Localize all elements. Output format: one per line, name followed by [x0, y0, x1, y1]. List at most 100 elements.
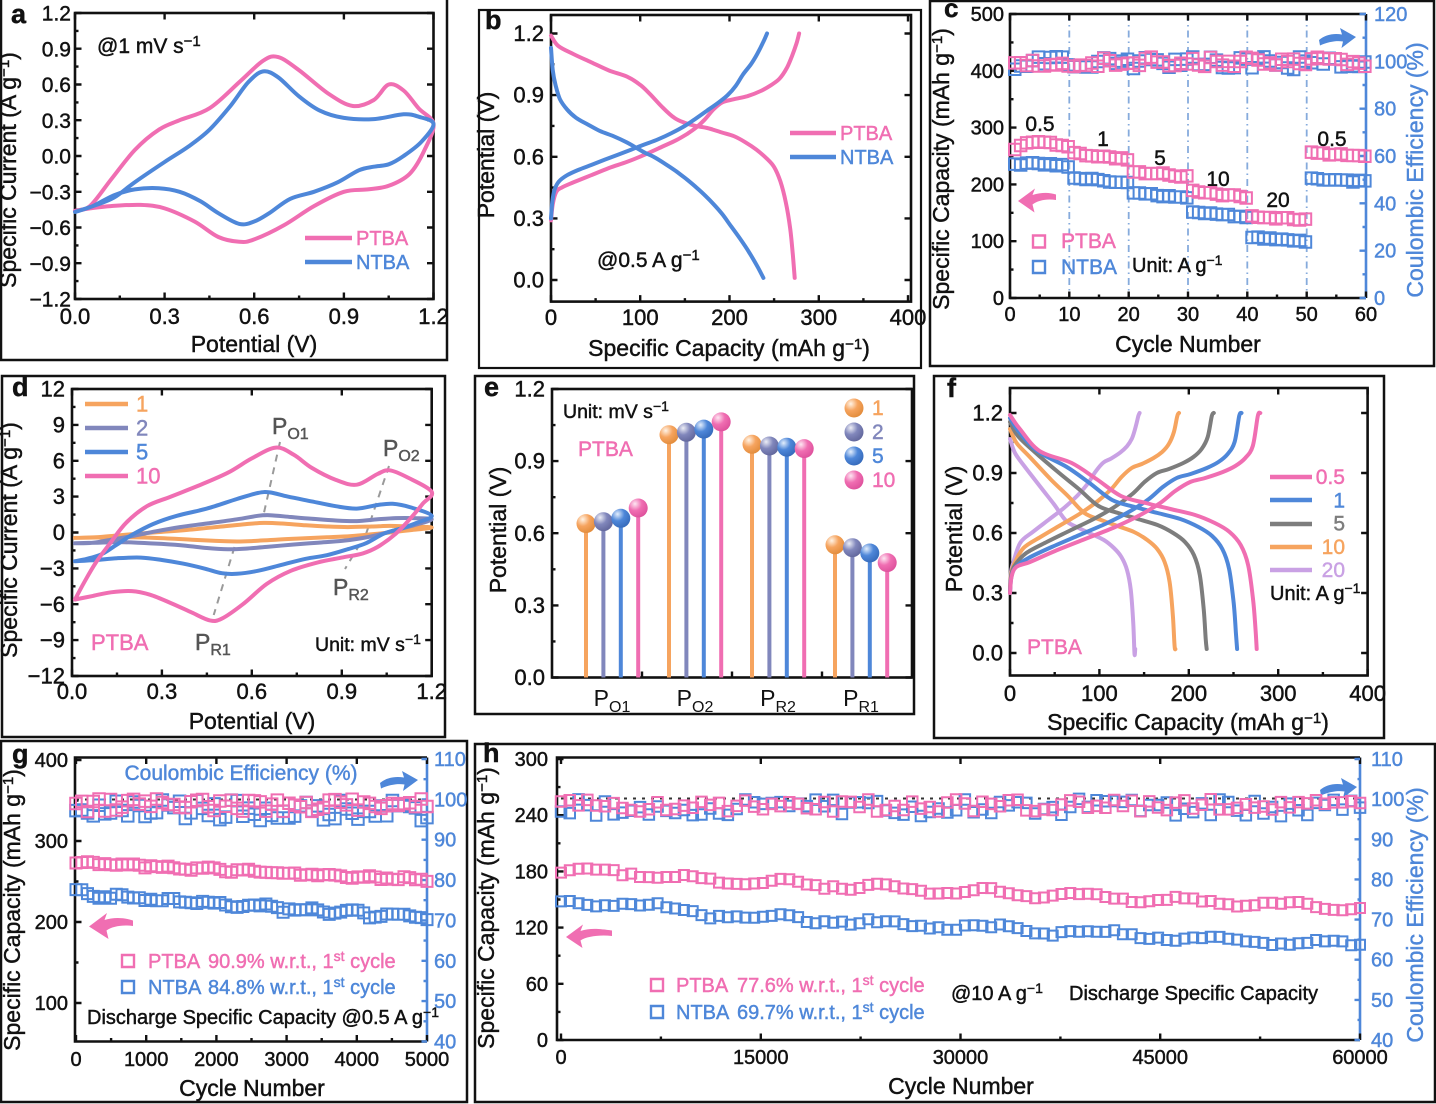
svg-text:69.7% w.r.t., 1st cycle: 69.7% w.r.t., 1st cycle: [737, 999, 925, 1024]
svg-text:−3: −3: [40, 556, 65, 581]
svg-text:200: 200: [711, 305, 748, 330]
svg-text:300: 300: [1260, 681, 1297, 706]
svg-text:0.9: 0.9: [972, 461, 1003, 486]
svg-text:300: 300: [800, 305, 837, 330]
svg-text:20: 20: [1118, 304, 1140, 326]
svg-text:1.2: 1.2: [42, 3, 71, 26]
svg-text:60: 60: [434, 951, 456, 973]
svg-text:d: d: [12, 372, 29, 402]
svg-text:−12: −12: [28, 664, 65, 689]
svg-text:NTBA: NTBA: [148, 977, 202, 999]
svg-text:120: 120: [515, 918, 548, 940]
svg-text:0: 0: [545, 305, 557, 330]
svg-text:0.9: 0.9: [513, 83, 544, 108]
svg-text:PR1: PR1: [195, 629, 231, 659]
svg-text:100: 100: [35, 993, 68, 1015]
svg-text:Specific Capacity (mAh g−1): Specific Capacity (mAh g−1): [0, 769, 25, 1051]
svg-text:0.3: 0.3: [42, 110, 71, 133]
svg-text:200: 200: [35, 912, 68, 934]
svg-text:Specific Capacity (mAh g−1): Specific Capacity (mAh g−1): [473, 767, 499, 1049]
svg-text:60: 60: [1371, 950, 1393, 972]
svg-text:1: 1: [136, 392, 148, 417]
svg-text:0.9: 0.9: [42, 38, 71, 61]
svg-text:NTBA: NTBA: [356, 252, 410, 274]
svg-text:1.2: 1.2: [513, 21, 544, 46]
svg-text:0.3: 0.3: [149, 304, 180, 329]
svg-text:PTBA: PTBA: [91, 630, 149, 655]
svg-text:b: b: [485, 5, 502, 35]
svg-text:Cycle Number: Cycle Number: [179, 1075, 325, 1101]
svg-text:400: 400: [890, 305, 927, 330]
svg-text:f: f: [947, 373, 957, 403]
svg-text:@10 A g−1: @10 A g−1: [951, 980, 1043, 1005]
svg-text:84.8% w.r.t., 1st cycle: 84.8% w.r.t., 1st cycle: [208, 974, 396, 999]
svg-text:70: 70: [1371, 910, 1393, 932]
svg-text:PTBA: PTBA: [578, 438, 633, 461]
svg-text:0.6: 0.6: [237, 679, 268, 704]
svg-text:e: e: [484, 372, 499, 402]
svg-text:PTBA: PTBA: [840, 123, 893, 145]
svg-text:1.2: 1.2: [416, 679, 447, 704]
svg-text:50: 50: [1371, 990, 1393, 1012]
svg-text:0.9: 0.9: [514, 449, 545, 474]
svg-text:0: 0: [537, 1030, 548, 1052]
svg-text:Discharge Specific Capacity: Discharge Specific Capacity: [1069, 983, 1318, 1005]
svg-text:Specific Capacity (mAh g−1): Specific Capacity (mAh g−1): [928, 28, 954, 310]
svg-text:5: 5: [1154, 147, 1166, 170]
svg-text:Potential (V): Potential (V): [473, 92, 499, 219]
svg-text:200: 200: [1170, 681, 1207, 706]
svg-text:77.6% w.r.t., 1st cycle: 77.6% w.r.t., 1st cycle: [737, 972, 925, 997]
svg-text:240: 240: [515, 805, 548, 827]
svg-text:100: 100: [1081, 681, 1118, 706]
svg-text:c: c: [944, 0, 958, 23]
svg-text:100: 100: [434, 789, 467, 811]
svg-text:PTBA: PTBA: [148, 951, 201, 973]
svg-text:2: 2: [136, 416, 148, 441]
svg-text:90.9% w.r.t., 1st cycle: 90.9% w.r.t., 1st cycle: [208, 948, 396, 973]
svg-text:2: 2: [872, 421, 884, 444]
svg-text:20: 20: [1322, 559, 1345, 582]
svg-text:60: 60: [526, 974, 548, 996]
svg-text:300: 300: [971, 118, 1004, 140]
svg-text:1000: 1000: [124, 1049, 169, 1071]
svg-text:30000: 30000: [933, 1047, 989, 1069]
svg-text:100: 100: [1371, 789, 1404, 811]
svg-text:10: 10: [1058, 304, 1080, 326]
svg-text:Specific Capacity (mAh g−1): Specific Capacity (mAh g−1): [1047, 709, 1329, 735]
svg-text:90: 90: [434, 830, 456, 852]
svg-text:0.3: 0.3: [147, 679, 178, 704]
svg-text:PO2: PO2: [677, 685, 714, 716]
svg-text:12: 12: [41, 377, 65, 402]
svg-text:Unit: mV s−1: Unit: mV s−1: [315, 631, 421, 656]
svg-text:0.0: 0.0: [514, 665, 545, 690]
svg-text:1.2: 1.2: [972, 401, 1003, 426]
svg-text:PTBA: PTBA: [1027, 636, 1082, 659]
svg-text:80: 80: [434, 870, 456, 892]
svg-text:−1.2: −1.2: [30, 289, 71, 312]
svg-text:0.9: 0.9: [329, 304, 360, 329]
svg-text:60: 60: [1374, 146, 1396, 168]
svg-text:45000: 45000: [1132, 1047, 1188, 1069]
svg-text:0: 0: [1004, 304, 1015, 326]
svg-text:3000: 3000: [264, 1049, 309, 1071]
svg-text:0.9: 0.9: [326, 679, 357, 704]
svg-text:1.2: 1.2: [418, 304, 449, 329]
svg-text:Potential (V): Potential (V): [941, 466, 967, 593]
svg-text:Potential (V): Potential (V): [485, 467, 511, 594]
svg-text:60000: 60000: [1332, 1047, 1388, 1069]
svg-text:5: 5: [872, 445, 884, 468]
svg-text:−0.9: −0.9: [30, 253, 71, 276]
svg-text:6: 6: [53, 448, 65, 473]
svg-text:0.6: 0.6: [239, 304, 270, 329]
svg-text:10: 10: [1322, 536, 1345, 559]
svg-text:@0.5 A g−1: @0.5 A g−1: [597, 247, 700, 272]
svg-text:50: 50: [1296, 304, 1318, 326]
svg-text:Cycle Number: Cycle Number: [1115, 331, 1261, 357]
svg-text:80: 80: [1374, 99, 1396, 121]
svg-text:10: 10: [872, 469, 895, 492]
svg-text:300: 300: [515, 749, 548, 771]
svg-text:10: 10: [136, 464, 160, 489]
svg-text:0.0: 0.0: [60, 304, 91, 329]
svg-text:Coulombic Efficiency (%): Coulombic Efficiency (%): [1402, 42, 1428, 297]
svg-text:Specific Current (A g−1): Specific Current (A g−1): [0, 422, 22, 658]
